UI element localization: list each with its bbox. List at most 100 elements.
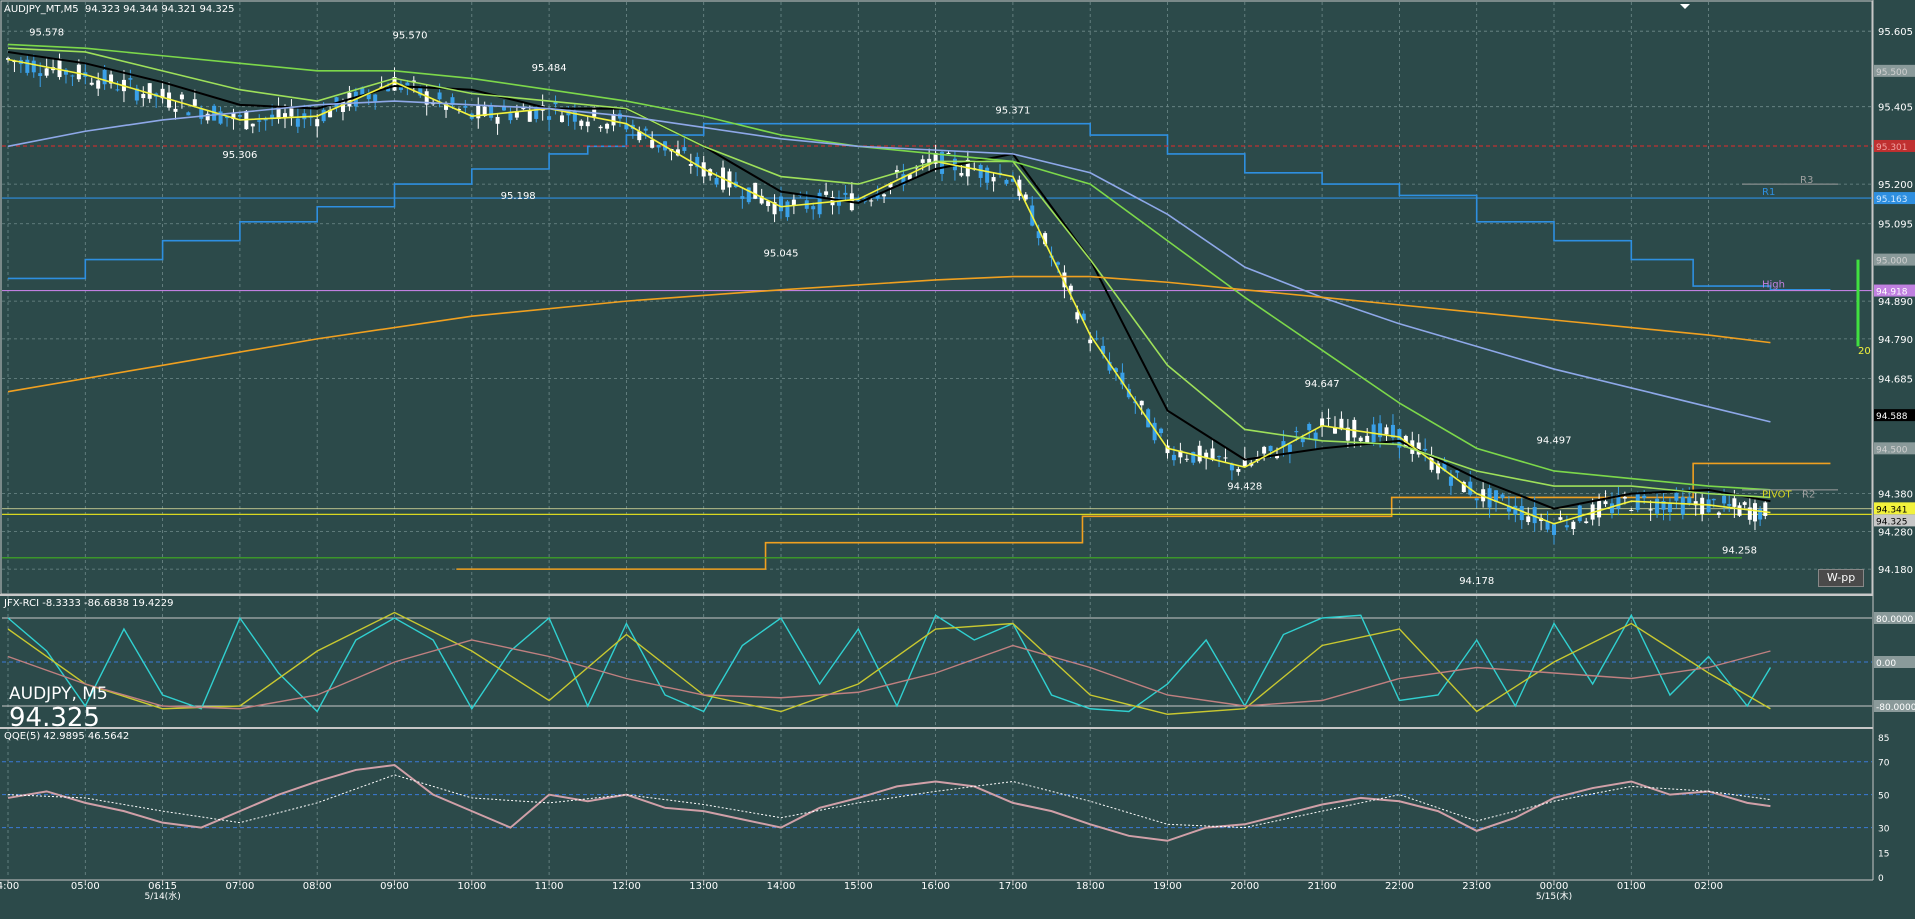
chart-mark — [1023, 194, 1028, 200]
price-tag: 94.341 — [1876, 505, 1908, 515]
chart-mark — [682, 147, 687, 151]
chart-mark — [1716, 512, 1721, 515]
chart-mark — [985, 167, 990, 183]
qqe-tick-label: 70 — [1878, 759, 1890, 769]
price-tag: 94.588 — [1876, 412, 1908, 422]
chart-mark — [1223, 457, 1228, 459]
chart-mark — [360, 87, 365, 95]
chart-mark — [875, 193, 880, 199]
chart-mark — [1390, 424, 1395, 438]
chart-mark — [38, 73, 43, 77]
chart-mark — [624, 124, 629, 130]
chart-mark — [160, 88, 165, 99]
chart-mark — [791, 199, 796, 206]
chart-mark — [1584, 521, 1589, 524]
chart-mark — [147, 83, 152, 99]
chart-mark — [1416, 442, 1421, 455]
chart-mark — [1255, 456, 1260, 461]
chart-mark — [1268, 445, 1273, 452]
chart-mark — [7, 763, 1771, 842]
chart-mark — [920, 159, 925, 163]
y-tick-label: 95.605 — [1878, 27, 1913, 38]
chart-mark — [237, 115, 242, 117]
chart-mark — [1552, 524, 1556, 535]
chart-mark — [1307, 423, 1312, 431]
chart-mark — [553, 101, 558, 105]
chart-mark — [766, 201, 771, 207]
chart-mark — [1500, 494, 1505, 498]
price-tag: 95.301 — [1876, 143, 1908, 153]
price-annotation: 95.578 — [29, 27, 64, 38]
chart-mark — [495, 116, 500, 124]
chart-mark — [592, 107, 597, 117]
chart-mark — [392, 76, 397, 91]
chart-mark — [476, 105, 481, 119]
chart-mark — [695, 156, 700, 168]
chart-mark — [1874, 514, 1915, 527]
chart-mark — [547, 116, 552, 120]
chart-mark — [927, 158, 932, 163]
chart-mark — [1874, 700, 1915, 712]
chart-mark — [1519, 506, 1524, 521]
price-annotation: 95.045 — [764, 249, 799, 260]
chart-mark — [991, 177, 996, 182]
chart-mark — [1352, 419, 1357, 438]
y-tick-label: 94.685 — [1878, 374, 1913, 385]
chart-mark — [559, 115, 564, 123]
chart-mark — [1062, 272, 1067, 288]
level-labels: R1 R3 High PIVOT R2 20 — [1742, 175, 1871, 501]
chart-mark — [894, 170, 899, 173]
wpp-button[interactable]: W-pp — [1818, 569, 1864, 587]
chart-mark — [1874, 656, 1915, 668]
chart-mark — [205, 113, 210, 121]
chart-mark — [1655, 498, 1660, 514]
chart-mark — [869, 200, 874, 202]
chart-mark — [295, 118, 300, 127]
chart-mark — [1642, 495, 1647, 499]
chart-mark — [1010, 178, 1015, 182]
x-tick-label: 21:00 — [1308, 881, 1337, 892]
chart-mark — [1661, 501, 1666, 510]
chart-mark — [740, 196, 745, 199]
chart-mark — [1294, 431, 1299, 433]
x-tick-label: 07:00 — [225, 881, 254, 892]
chart-mark — [1339, 418, 1344, 430]
chart-mark — [1558, 517, 1563, 520]
chart-mark — [1564, 525, 1569, 528]
chart-mark — [1506, 505, 1511, 512]
symbol-title: AUDJPY_MT,M5 — [4, 4, 79, 15]
x-tick-label: 22:00 — [1385, 881, 1414, 892]
chart-mark — [179, 94, 184, 100]
price-tag: 94.918 — [1876, 288, 1908, 298]
chart-mark — [959, 172, 964, 176]
y-tick-label: 94.280 — [1878, 527, 1913, 538]
chart-mark — [1747, 507, 1752, 520]
overlay-price: 94.325 — [9, 703, 100, 733]
chart-mark — [1874, 253, 1915, 266]
x-tick-label: 13:00 — [689, 881, 718, 892]
price-tag: 95.163 — [1876, 195, 1908, 205]
panel-borders — [0, 0, 1874, 881]
chart-mark — [1300, 436, 1305, 443]
chart-mark — [1693, 501, 1698, 506]
chart-mark — [1165, 445, 1170, 454]
chart-mark — [1597, 500, 1602, 518]
chart-mark — [276, 107, 281, 119]
chart-mark — [1648, 509, 1653, 511]
chart-mark — [907, 174, 912, 180]
chart-mark — [508, 113, 513, 121]
chart-mark — [888, 183, 893, 188]
chart-mark — [1139, 400, 1144, 406]
chart-mark — [1609, 503, 1614, 514]
chart-mark — [1146, 409, 1151, 428]
chart-mark — [386, 87, 391, 92]
chart-mark — [1667, 503, 1672, 513]
chart-mark — [315, 119, 320, 127]
chart-mark — [1075, 312, 1080, 320]
chart-mark — [714, 177, 719, 185]
chart-mark — [489, 105, 494, 118]
chart-mark — [1874, 612, 1915, 624]
chart-mark — [1152, 422, 1157, 441]
